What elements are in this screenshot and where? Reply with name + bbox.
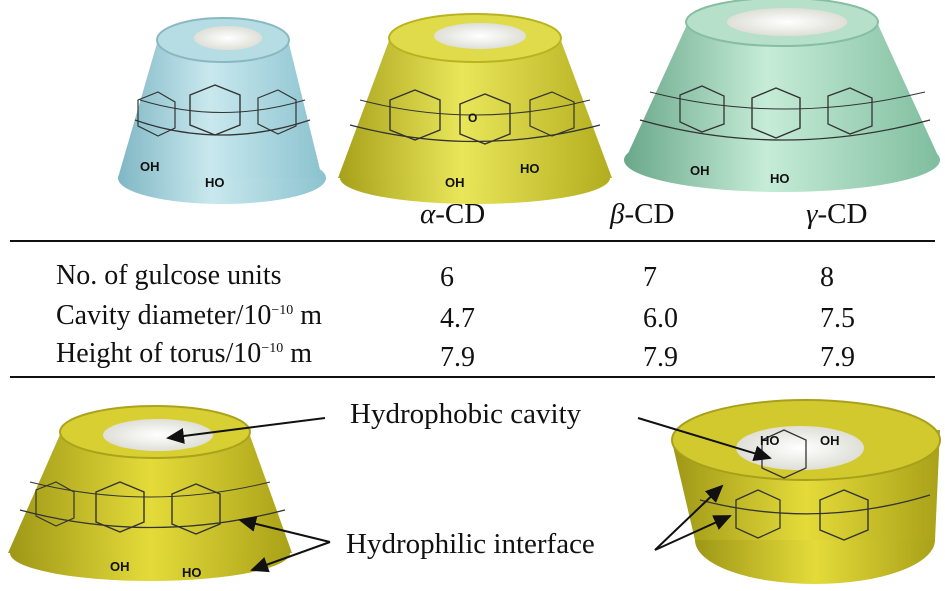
oh-label: OH [110,559,130,574]
oh-label: OH [445,175,465,190]
cell-value: 7.9 [643,342,678,373]
interface-arrow-right-upper [654,484,724,551]
oh-label: OH [140,159,160,174]
cell-value: 7.5 [820,303,855,334]
ho-label: HO [760,433,780,448]
oh-label: OH [690,163,710,178]
row-label: Height of torus/10−10 m [56,338,312,369]
interface-arrow-left-lower [250,541,331,573]
ho-label: HO [205,175,225,190]
cell-value: 6 [440,262,454,293]
cell-value: 4.7 [440,303,475,334]
column-header-beta: β-CD [610,198,675,230]
row-label: No. of gulcose units [56,260,282,291]
cell-value: 7 [643,262,657,293]
cavity-arrow-left [166,417,326,444]
column-header-alpha: α-CD [420,198,486,230]
cavity-arrow-right [637,417,772,462]
gamma-cd-model [624,0,940,192]
cell-value: 6.0 [643,303,678,334]
ho-label: HO [520,161,540,176]
interface-arrow-right-lower [654,515,732,551]
interface-arrow-left-upper [238,516,331,543]
cell-value: 8 [820,262,834,293]
ho-label: HO [770,171,790,186]
column-header-gamma: γ-CD [806,198,868,230]
hydrophilic-interface-label: Hydrophilic interface [342,530,599,559]
cell-value: 7.9 [440,342,475,373]
ring-oxygen-label: O [468,111,478,125]
beta-cd-model [338,13,612,204]
table-top-rule [10,240,935,242]
side-view-model [8,405,292,581]
row-label: Cavity diameter/10−10 m [56,300,323,331]
oh-label: OH [820,433,840,448]
cell-value: 7.9 [820,342,855,373]
hydrophobic-cavity-label: Hydrophobic cavity [346,400,586,429]
alpha-cd-model [118,17,326,204]
table-bottom-rule [10,376,935,378]
tilted-model [671,399,941,584]
ho-label: HO [182,565,202,580]
callout-arrows [166,417,772,573]
